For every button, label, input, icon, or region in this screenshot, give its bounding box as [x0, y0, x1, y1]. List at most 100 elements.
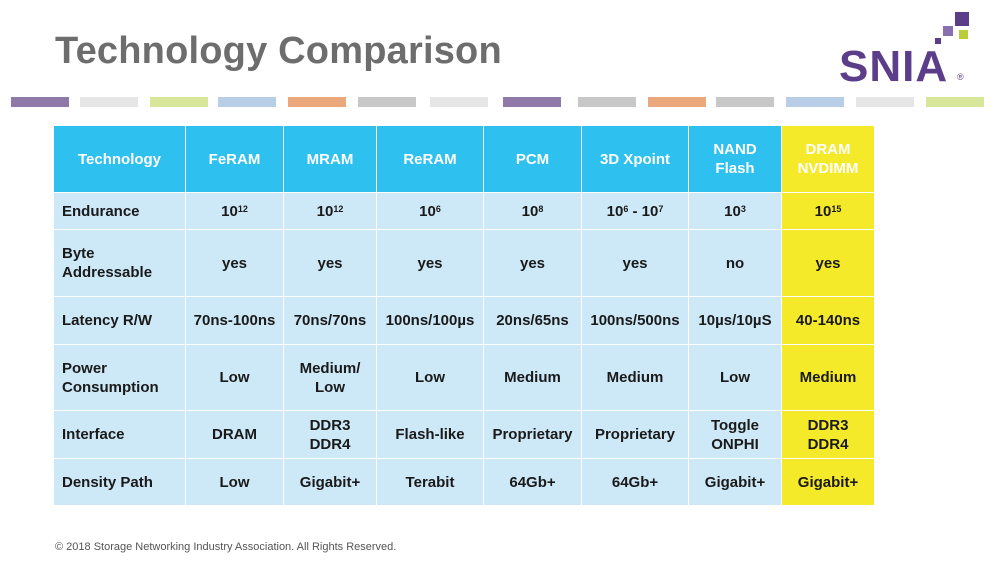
- cell-line2: DDR4: [807, 435, 849, 453]
- stripe-segment: [288, 97, 346, 107]
- row-label-interface: Interface: [53, 410, 186, 459]
- header-nand-flash: NAND Flash: [688, 125, 782, 193]
- stripe-segment: [856, 97, 914, 107]
- stripe-segment: [648, 97, 706, 107]
- cell-line2: ONPHI: [711, 435, 759, 453]
- table-header-row: Technology FeRAM MRAM ReRAM PCM 3D Xpoin…: [53, 125, 875, 193]
- stripe-segment: [11, 97, 69, 107]
- table-cell: Gigabit+: [283, 458, 377, 506]
- table-cell: Proprietary: [483, 410, 582, 459]
- table-cell: 10µs/10µS: [688, 296, 782, 345]
- table-row-power: Power Consumption Low Medium/Low Low Medi…: [53, 344, 875, 411]
- cell-base: 10: [316, 202, 334, 220]
- logo-registered-mark: ®: [957, 72, 964, 82]
- cell-line1: Medium/: [299, 359, 361, 377]
- comparison-table: Technology FeRAM MRAM ReRAM PCM 3D Xpoin…: [53, 125, 875, 506]
- cell-exp: 3: [740, 203, 746, 214]
- stripe-segment: [716, 97, 774, 107]
- table-cell: DRAM: [185, 410, 284, 459]
- cell-exp: 12: [237, 203, 248, 214]
- stripe-segment: [786, 97, 844, 107]
- table-cell: Gigabit+: [781, 458, 875, 506]
- header-dram-nvdimm: DRAM NVDIMM: [781, 125, 875, 193]
- table-cell: 64Gb+: [483, 458, 582, 506]
- row-label-power: Power Consumption: [53, 344, 186, 411]
- table-cell: Low: [185, 344, 284, 411]
- row-label-line1: Byte: [62, 245, 95, 262]
- cell-exp: 12: [333, 203, 344, 214]
- cell-base: 10: [641, 202, 659, 220]
- table-row-byte-addressable: Byte Addressable yes yes yes yes yes no y…: [53, 229, 875, 297]
- cell-exp: 15: [831, 203, 842, 214]
- table-cell: Gigabit+: [688, 458, 782, 506]
- table-cell: yes: [185, 229, 284, 297]
- table-cell: 106 - 107: [581, 192, 689, 230]
- logo-square-purple-small: [935, 38, 941, 44]
- table-cell: DDR3 DDR4: [283, 410, 377, 459]
- table-cell: Medium/Low: [283, 344, 377, 411]
- header-reram: ReRAM: [376, 125, 484, 193]
- table-cell: Low: [185, 458, 284, 506]
- header-dram-line2: NVDIMM: [797, 160, 859, 177]
- table-cell: 20ns/65ns: [483, 296, 582, 345]
- row-label-latency: Latency R/W: [53, 296, 186, 345]
- logo-square-purple-mid: [943, 26, 953, 36]
- stripe-segment: [150, 97, 208, 107]
- cell-exp: 8: [538, 203, 544, 214]
- stripe-segment: [430, 97, 488, 107]
- header-pcm: PCM: [483, 125, 582, 193]
- row-label-endurance: Endurance: [53, 192, 186, 230]
- slide-title: Technology Comparison: [55, 30, 502, 72]
- cell-base: 10: [814, 202, 832, 220]
- cell-sep: -: [628, 202, 642, 220]
- row-label-line1: Power: [62, 359, 108, 377]
- table-cell: 64Gb+: [581, 458, 689, 506]
- cell-base: 10: [419, 202, 436, 220]
- cell-line1: Toggle: [710, 416, 760, 434]
- table-cell: Low: [376, 344, 484, 411]
- copyright-footer: © 2018 Storage Networking Industry Assoc…: [55, 541, 397, 553]
- table-cell: 1015: [781, 192, 875, 230]
- row-label-line2: Addressable: [62, 264, 153, 281]
- table-cell: 108: [483, 192, 582, 230]
- table-cell: no: [688, 229, 782, 297]
- table-cell: Flash-like: [376, 410, 484, 459]
- stripe-segment: [80, 97, 138, 107]
- table-cell: yes: [581, 229, 689, 297]
- stripe-segment: [503, 97, 561, 107]
- table-cell: 103: [688, 192, 782, 230]
- cell-line1: DDR3: [309, 416, 351, 434]
- cell-base: 10: [606, 202, 624, 220]
- stripe-segment: [578, 97, 636, 107]
- row-label-line2: Consumption: [62, 378, 159, 396]
- cell-base: 10: [724, 202, 741, 220]
- stripe-segment: [926, 97, 984, 107]
- table-cell: DDR3 DDR4: [781, 410, 875, 459]
- header-dram-line1: DRAM: [805, 141, 851, 158]
- cell-line2: Low: [315, 378, 345, 396]
- table-cell: Medium: [581, 344, 689, 411]
- header-nand-line1: NAND: [713, 141, 757, 158]
- table-cell: Medium: [781, 344, 875, 411]
- cell-exp: 6: [623, 203, 629, 214]
- table-cell: yes: [483, 229, 582, 297]
- table-row-interface: Interface DRAM DDR3 DDR4 Flash-like Propr…: [53, 410, 875, 459]
- header-3d-xpoint: 3D Xpoint: [581, 125, 689, 193]
- table-row-latency: Latency R/W 70ns-100ns 70ns/70ns 100ns/1…: [53, 296, 875, 345]
- row-label-byte-addressable: Byte Addressable: [53, 229, 186, 297]
- table-cell: 70ns/70ns: [283, 296, 377, 345]
- table-cell: 106: [376, 192, 484, 230]
- color-stripe: [0, 97, 1000, 107]
- table-cell: Proprietary: [581, 410, 689, 459]
- cell-exp: 6: [435, 203, 441, 214]
- logo-square-green: [959, 30, 968, 39]
- logo-text: SNIA: [839, 42, 949, 91]
- table-cell: yes: [781, 229, 875, 297]
- stripe-segment: [218, 97, 276, 107]
- cell-base: 10: [521, 202, 539, 220]
- table-cell: Medium: [483, 344, 582, 411]
- table-cell: Toggle ONPHI: [688, 410, 782, 459]
- cell-line2: DDR4: [309, 435, 351, 453]
- table-cell: 70ns-100ns: [185, 296, 284, 345]
- table-row-density: Density Path Low Gigabit+ Terabit 64Gb+ …: [53, 458, 875, 506]
